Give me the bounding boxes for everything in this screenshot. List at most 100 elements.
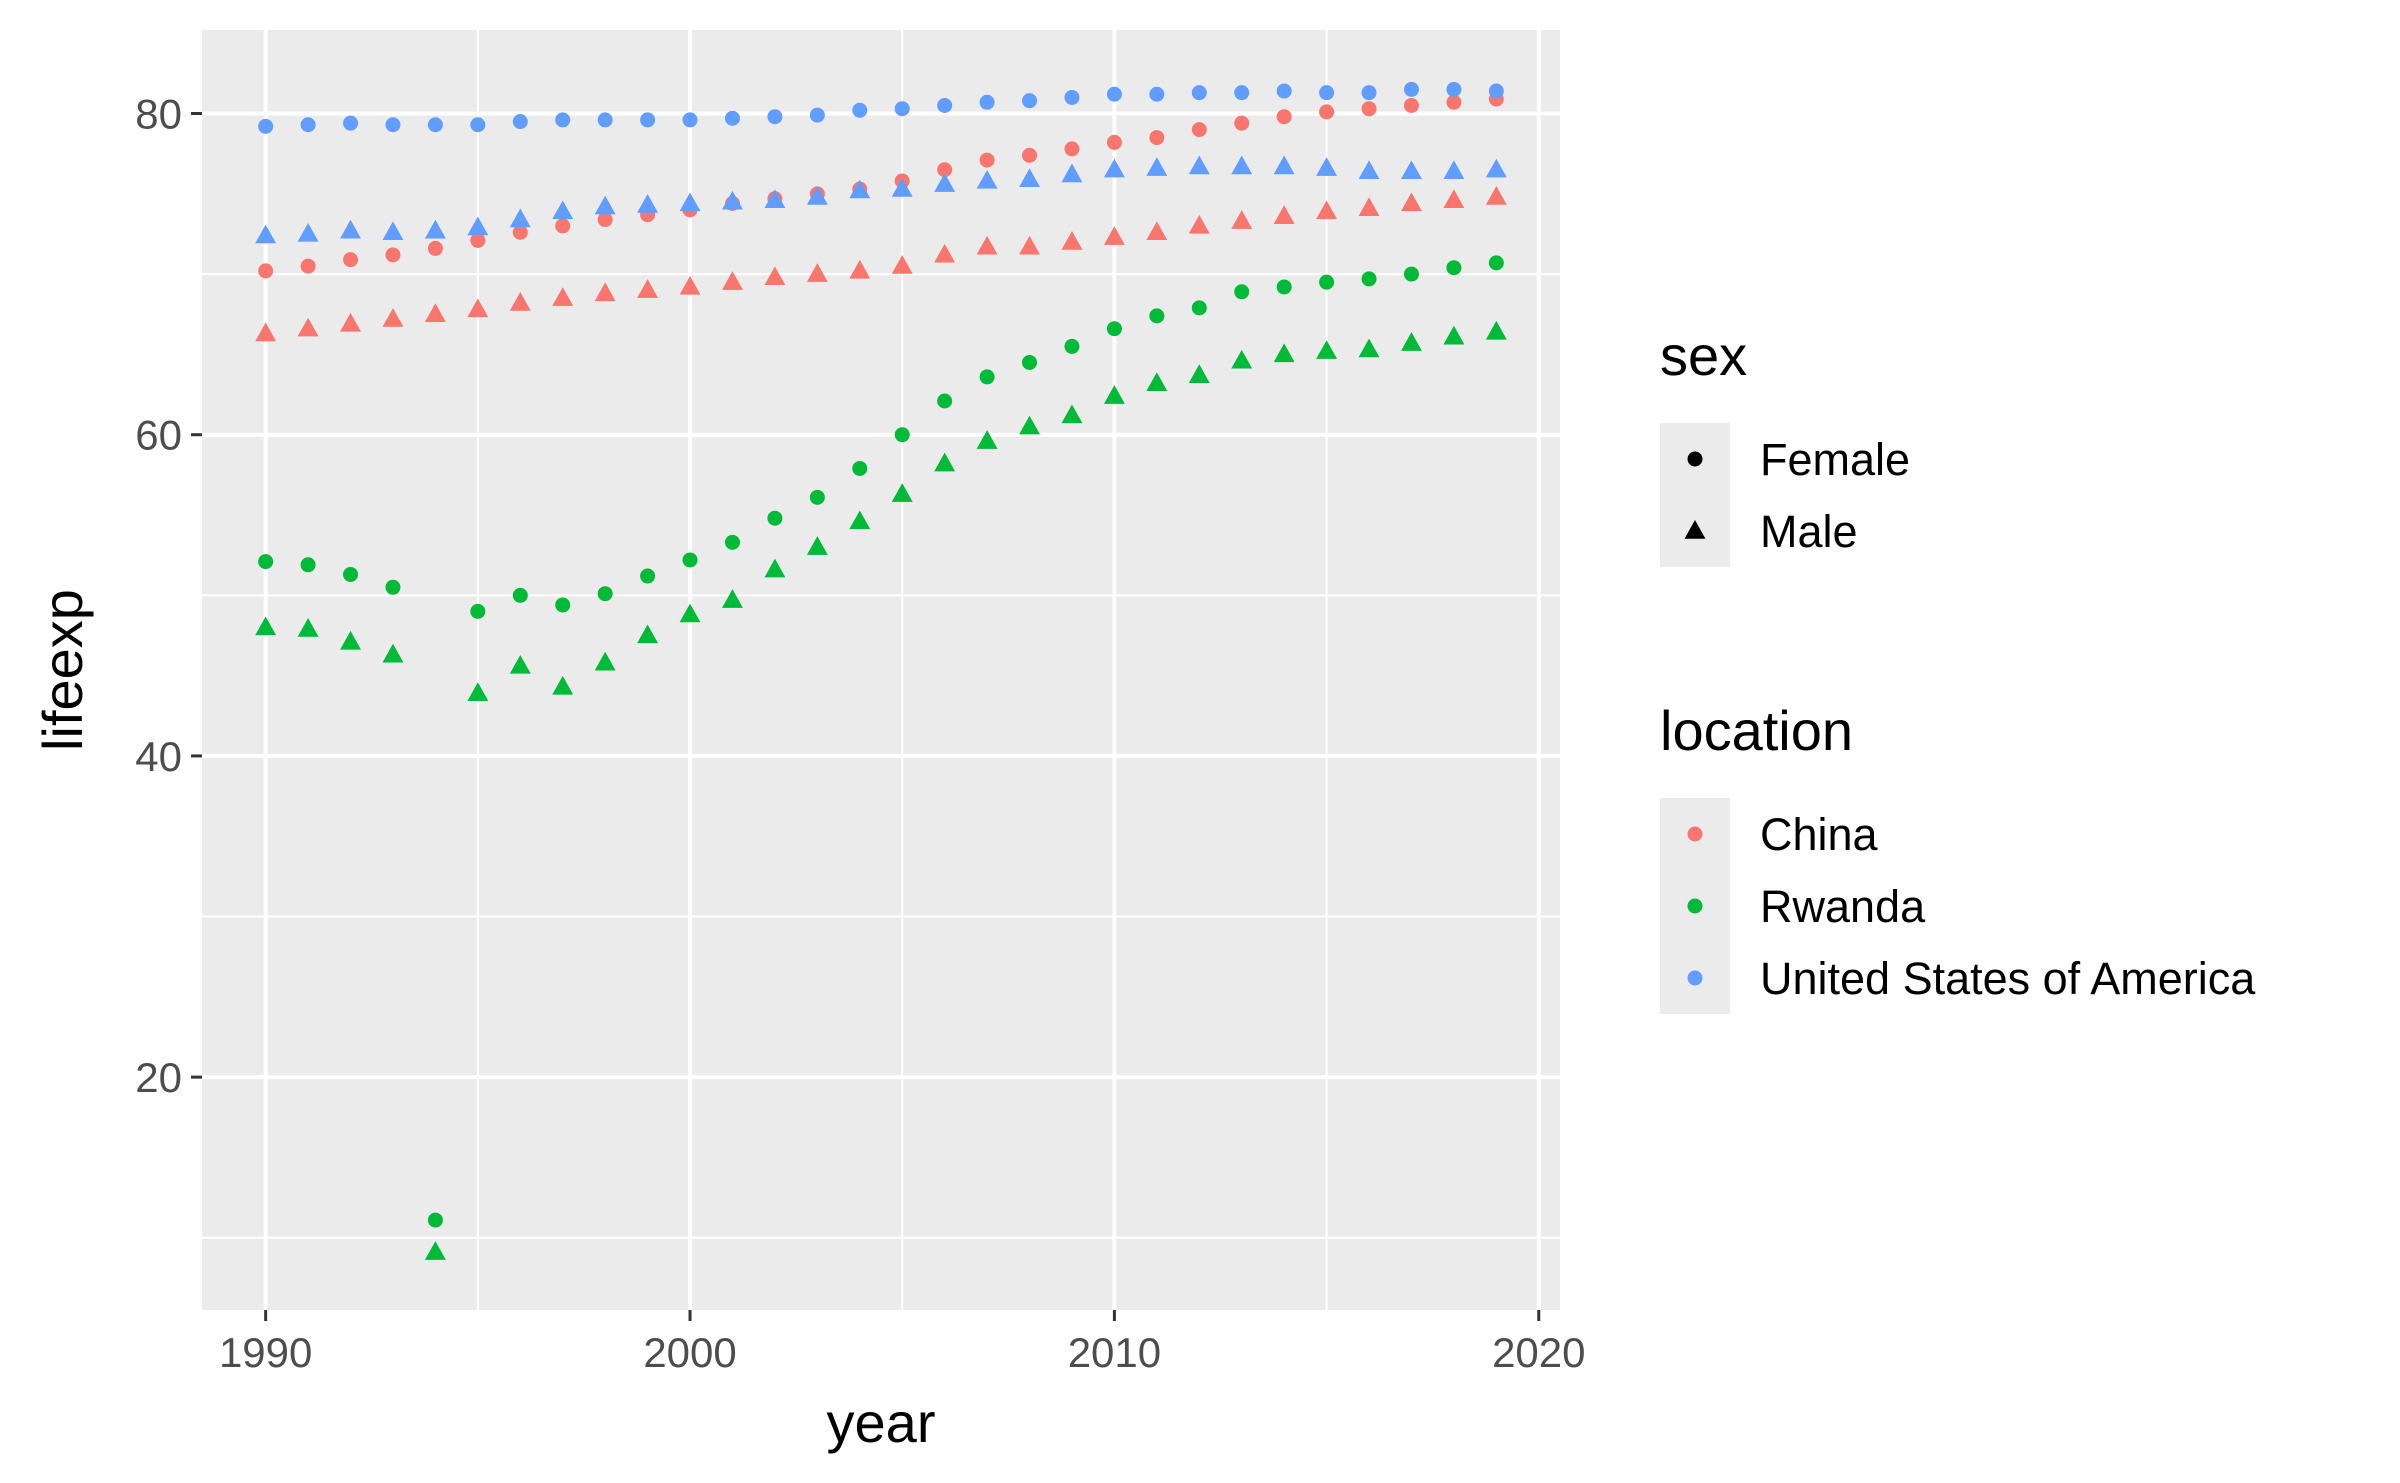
data-point-male bbox=[891, 255, 913, 274]
data-point-male bbox=[509, 208, 531, 228]
plot-panel bbox=[202, 30, 1560, 1310]
data-point-female bbox=[1446, 94, 1462, 110]
data-point-female bbox=[343, 252, 359, 268]
data-point-male bbox=[1443, 160, 1465, 180]
data-point-male bbox=[1103, 385, 1125, 404]
data-point-male bbox=[722, 190, 743, 210]
data-point-female bbox=[1361, 101, 1377, 117]
data-point-female bbox=[1106, 134, 1122, 150]
data-point-male bbox=[849, 259, 871, 279]
x-tick-label: 2000 bbox=[643, 1329, 736, 1376]
y-tick-label: 20 bbox=[135, 1054, 182, 1101]
data-point-female bbox=[1191, 300, 1207, 316]
data-point-female bbox=[1149, 130, 1165, 146]
data-point-male bbox=[1019, 235, 1040, 255]
data-point-male bbox=[467, 682, 489, 701]
data-point-female bbox=[597, 212, 613, 228]
data-point-female bbox=[1234, 85, 1250, 101]
data-point-female bbox=[1403, 81, 1419, 97]
data-point-female bbox=[1276, 83, 1292, 99]
legend-title-location: location bbox=[1660, 699, 1853, 762]
data-point-male bbox=[976, 169, 998, 189]
major-gridlines bbox=[202, 30, 1560, 1310]
data-point-male bbox=[1188, 155, 1210, 175]
data-point-male bbox=[679, 275, 701, 295]
data-point-male bbox=[297, 317, 319, 337]
data-point-male bbox=[722, 589, 743, 608]
data-point-female bbox=[809, 107, 825, 123]
data-point-female bbox=[767, 510, 783, 526]
data-point-female bbox=[555, 112, 571, 128]
data-point-female bbox=[300, 557, 316, 573]
data-point-female bbox=[682, 112, 698, 128]
data-point-male bbox=[934, 173, 956, 192]
data-point-male bbox=[509, 292, 531, 311]
legend-title-sex: sex bbox=[1660, 324, 1747, 387]
data-point-female bbox=[343, 566, 359, 582]
data-point-male bbox=[297, 618, 319, 637]
data-point-male bbox=[594, 195, 616, 215]
data-point-male bbox=[552, 675, 574, 695]
data-point-male bbox=[382, 643, 404, 663]
data-point-female bbox=[640, 112, 656, 128]
data-point-male bbox=[1146, 157, 1168, 176]
data-point-male bbox=[1019, 415, 1040, 435]
data-point-male bbox=[764, 558, 786, 578]
data-point-female bbox=[724, 110, 740, 126]
legend-label: Male bbox=[1760, 506, 1858, 557]
data-point-male bbox=[976, 235, 998, 255]
data-point-female bbox=[470, 232, 486, 248]
data-point-female bbox=[1276, 279, 1292, 295]
data-point-male bbox=[594, 651, 616, 671]
y-tick-label: 60 bbox=[135, 412, 182, 459]
data-point-male bbox=[722, 271, 743, 290]
data-point-female bbox=[1191, 85, 1207, 101]
data-point-male bbox=[764, 266, 786, 286]
legend-key-color bbox=[1687, 898, 1703, 914]
data-point-male bbox=[1316, 340, 1338, 359]
data-point-male bbox=[382, 308, 404, 327]
data-point-male bbox=[424, 303, 446, 322]
data-point-male bbox=[934, 243, 956, 263]
legend-key-background bbox=[1660, 423, 1730, 567]
data-point-female bbox=[597, 586, 613, 602]
data-point-male bbox=[1103, 226, 1125, 245]
data-point-male bbox=[467, 216, 489, 236]
data-point-male bbox=[1401, 160, 1422, 180]
data-point-male bbox=[1273, 343, 1295, 363]
data-point-female bbox=[258, 118, 274, 134]
data-point-male bbox=[764, 189, 786, 208]
data-point-male bbox=[1443, 189, 1465, 208]
y-tick-label: 80 bbox=[135, 91, 182, 138]
legend-key-circle bbox=[1687, 451, 1703, 467]
data-point-male bbox=[637, 624, 659, 644]
x-tick-label: 1990 bbox=[219, 1329, 312, 1376]
data-point-male bbox=[891, 177, 913, 197]
data-point-male bbox=[1231, 349, 1253, 369]
data-point-female bbox=[258, 554, 274, 570]
data-point-female bbox=[1361, 271, 1377, 287]
data-point-female bbox=[852, 102, 868, 118]
data-point-female bbox=[1403, 97, 1419, 113]
data-point-female bbox=[512, 114, 528, 130]
data-point-male bbox=[679, 192, 701, 212]
data-point-male bbox=[1316, 200, 1338, 220]
data-point-male bbox=[1485, 158, 1507, 178]
data-point-male bbox=[1061, 230, 1083, 250]
data-point-male bbox=[1146, 221, 1168, 241]
data-point-female bbox=[979, 94, 995, 110]
data-point-female bbox=[1064, 141, 1080, 157]
data-point-female bbox=[1319, 104, 1335, 120]
data-point-male bbox=[1358, 338, 1380, 358]
data-point-female bbox=[809, 489, 825, 505]
data-point-female bbox=[1446, 260, 1462, 276]
data-point-female bbox=[1276, 109, 1292, 125]
data-point-male bbox=[467, 298, 489, 318]
data-point-male bbox=[891, 483, 913, 502]
data-point-female bbox=[385, 247, 401, 263]
data-point-female bbox=[894, 101, 910, 117]
data-point-male bbox=[552, 200, 574, 220]
data-point-female bbox=[300, 258, 316, 274]
data-point-female bbox=[1022, 93, 1038, 109]
data-point-male bbox=[934, 452, 956, 472]
